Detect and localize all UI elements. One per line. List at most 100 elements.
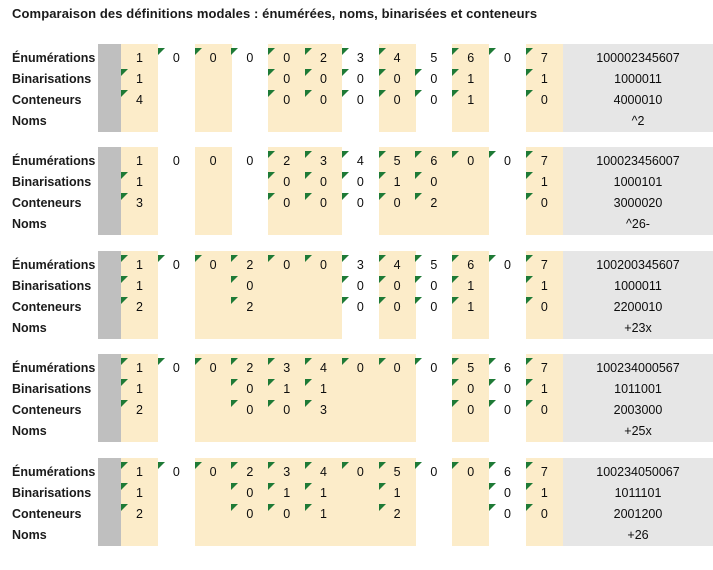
data-cell[interactable] xyxy=(195,421,232,442)
data-cell[interactable] xyxy=(121,525,158,546)
data-cell[interactable] xyxy=(158,276,195,297)
data-cell[interactable]: 0 xyxy=(452,151,489,172)
data-cell[interactable]: 0 xyxy=(415,69,452,90)
data-cell[interactable] xyxy=(231,172,268,193)
data-cell[interactable]: 1 xyxy=(452,90,489,111)
data-cell[interactable]: 0 xyxy=(157,48,195,69)
data-cell[interactable] xyxy=(231,214,268,235)
data-cell[interactable]: 0 xyxy=(305,193,342,214)
data-cell[interactable] xyxy=(526,111,563,132)
data-cell[interactable]: 1 xyxy=(121,172,158,193)
data-cell[interactable]: 3 xyxy=(305,151,342,172)
data-cell[interactable] xyxy=(158,193,195,214)
data-cell[interactable]: 0 xyxy=(231,151,268,172)
data-cell[interactable]: 0 xyxy=(525,193,563,214)
data-cell[interactable]: 0 xyxy=(231,48,268,69)
data-cell[interactable]: 7 xyxy=(525,358,563,379)
data-cell[interactable] xyxy=(158,400,195,421)
data-cell[interactable] xyxy=(379,379,416,400)
data-cell[interactable] xyxy=(489,297,526,318)
data-cell[interactable] xyxy=(452,525,489,546)
data-cell[interactable]: 1 xyxy=(525,172,563,193)
data-cell[interactable] xyxy=(305,214,342,235)
data-cell[interactable]: 0 xyxy=(489,400,526,421)
data-cell[interactable] xyxy=(195,379,232,400)
data-cell[interactable] xyxy=(452,318,489,339)
data-cell[interactable]: 5 xyxy=(452,358,489,379)
data-cell[interactable] xyxy=(342,421,379,442)
data-cell[interactable]: 6 xyxy=(452,255,489,276)
data-cell[interactable] xyxy=(195,111,232,132)
data-cell[interactable]: 0 xyxy=(378,297,416,318)
data-cell[interactable]: 2 xyxy=(231,297,268,318)
data-cell[interactable] xyxy=(268,297,305,318)
data-cell[interactable] xyxy=(305,111,342,132)
data-cell[interactable] xyxy=(489,318,526,339)
data-cell[interactable]: 4 xyxy=(305,462,342,483)
data-cell[interactable]: 0 xyxy=(268,193,305,214)
data-cell[interactable]: 0 xyxy=(195,151,232,172)
data-cell[interactable] xyxy=(342,379,379,400)
data-cell[interactable]: 1 xyxy=(452,69,489,90)
data-cell[interactable] xyxy=(158,297,195,318)
data-cell[interactable]: 4 xyxy=(378,48,416,69)
data-cell[interactable]: 5 xyxy=(415,48,452,69)
data-cell[interactable] xyxy=(121,111,158,132)
data-cell[interactable] xyxy=(415,483,452,504)
data-cell[interactable] xyxy=(452,421,489,442)
data-cell[interactable] xyxy=(452,504,489,525)
data-cell[interactable] xyxy=(342,318,379,339)
data-cell[interactable] xyxy=(415,421,452,442)
data-cell[interactable] xyxy=(305,318,342,339)
data-cell[interactable]: 0 xyxy=(341,358,379,379)
data-cell[interactable]: 2 xyxy=(305,48,342,69)
data-cell[interactable]: 0 xyxy=(268,400,305,421)
data-cell[interactable]: 1 xyxy=(121,69,158,90)
data-cell[interactable] xyxy=(121,318,158,339)
data-cell[interactable]: 0 xyxy=(489,255,526,276)
data-cell[interactable]: 0 xyxy=(194,255,232,276)
data-cell[interactable] xyxy=(158,504,195,525)
data-cell[interactable] xyxy=(342,214,379,235)
data-cell[interactable] xyxy=(489,69,526,90)
data-cell[interactable]: 1 xyxy=(525,69,563,90)
data-cell[interactable]: 2 xyxy=(268,151,305,172)
data-cell[interactable] xyxy=(195,483,232,504)
data-cell[interactable] xyxy=(526,421,563,442)
data-cell[interactable] xyxy=(342,111,379,132)
data-cell[interactable]: 2 xyxy=(231,358,268,379)
data-cell[interactable] xyxy=(452,483,489,504)
data-cell[interactable] xyxy=(415,525,452,546)
data-cell[interactable]: 0 xyxy=(268,172,305,193)
data-cell[interactable]: 7 xyxy=(525,255,563,276)
data-cell[interactable]: 0 xyxy=(341,462,379,483)
data-cell[interactable]: 0 xyxy=(415,276,452,297)
data-cell[interactable]: 0 xyxy=(378,276,416,297)
data-cell[interactable]: 1 xyxy=(121,255,158,276)
data-cell[interactable] xyxy=(195,400,232,421)
data-cell[interactable] xyxy=(195,525,232,546)
data-cell[interactable] xyxy=(489,193,526,214)
data-cell[interactable]: 6 xyxy=(452,48,489,69)
data-cell[interactable] xyxy=(121,214,158,235)
data-cell[interactable] xyxy=(158,69,195,90)
data-cell[interactable]: 1 xyxy=(378,483,416,504)
data-cell[interactable]: 1 xyxy=(305,504,342,525)
data-cell[interactable]: 6 xyxy=(415,151,452,172)
data-cell[interactable]: 0 xyxy=(489,151,526,172)
data-cell[interactable]: 0 xyxy=(415,90,452,111)
data-cell[interactable]: 1 xyxy=(268,483,305,504)
data-cell[interactable]: 3 xyxy=(121,193,158,214)
data-cell[interactable] xyxy=(158,421,195,442)
data-cell[interactable] xyxy=(379,421,416,442)
data-cell[interactable] xyxy=(158,172,195,193)
data-cell[interactable] xyxy=(379,111,416,132)
data-cell[interactable]: 5 xyxy=(378,462,416,483)
data-cell[interactable]: 1 xyxy=(378,172,416,193)
data-cell[interactable] xyxy=(415,318,452,339)
data-cell[interactable] xyxy=(158,90,195,111)
data-cell[interactable] xyxy=(379,214,416,235)
data-cell[interactable]: 1 xyxy=(525,379,563,400)
data-cell[interactable]: 0 xyxy=(415,297,452,318)
data-cell[interactable] xyxy=(231,90,268,111)
